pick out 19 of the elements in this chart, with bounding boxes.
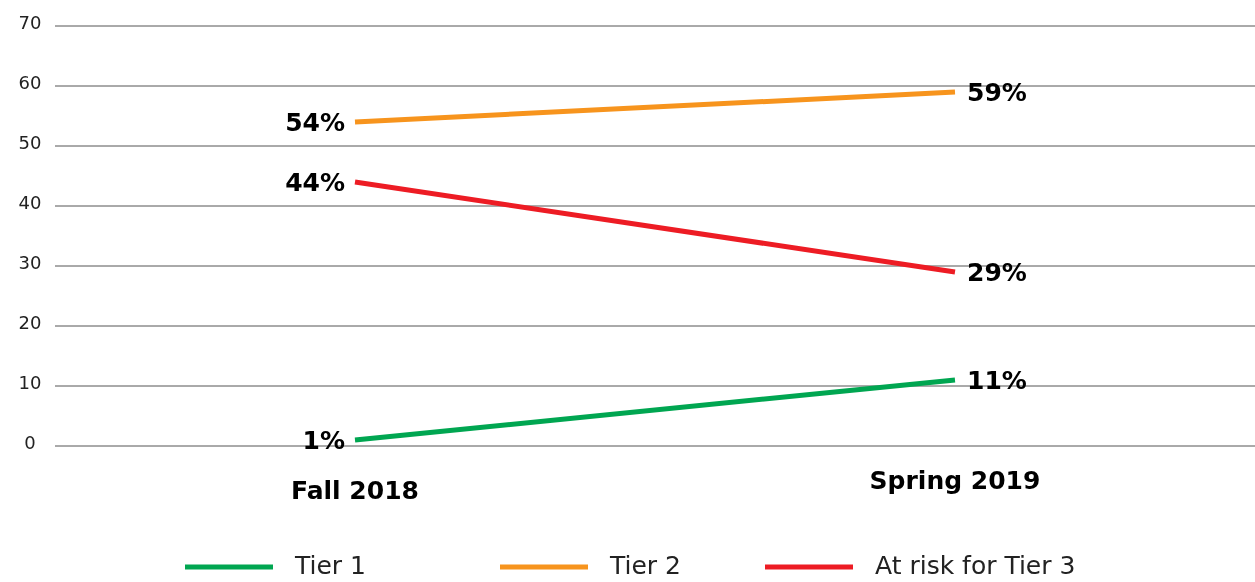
y-tick-label: 60 (18, 72, 42, 93)
legend-label: Tier 2 (609, 551, 681, 580)
legend-label: Tier 1 (294, 551, 366, 580)
data-label: 11% (967, 366, 1027, 395)
data-label: 54% (285, 108, 345, 137)
data-label: 44% (285, 168, 345, 197)
data-label: 1% (302, 426, 345, 455)
y-tick-label: 40 (18, 192, 42, 213)
y-tick-label: 50 (18, 132, 42, 153)
x-tick-label: Spring 2019 (869, 466, 1041, 495)
y-tick-label: 30 (18, 252, 42, 273)
y-tick-label: 20 (18, 312, 42, 333)
data-label: 59% (967, 78, 1027, 107)
y-tick-label: 0 (24, 432, 36, 453)
legend-label: At risk for Tier 3 (875, 551, 1076, 580)
y-tick-label: 70 (18, 12, 42, 33)
data-label: 29% (967, 258, 1027, 287)
y-tick-label: 10 (18, 372, 42, 393)
x-tick-label: Fall 2018 (291, 476, 419, 505)
